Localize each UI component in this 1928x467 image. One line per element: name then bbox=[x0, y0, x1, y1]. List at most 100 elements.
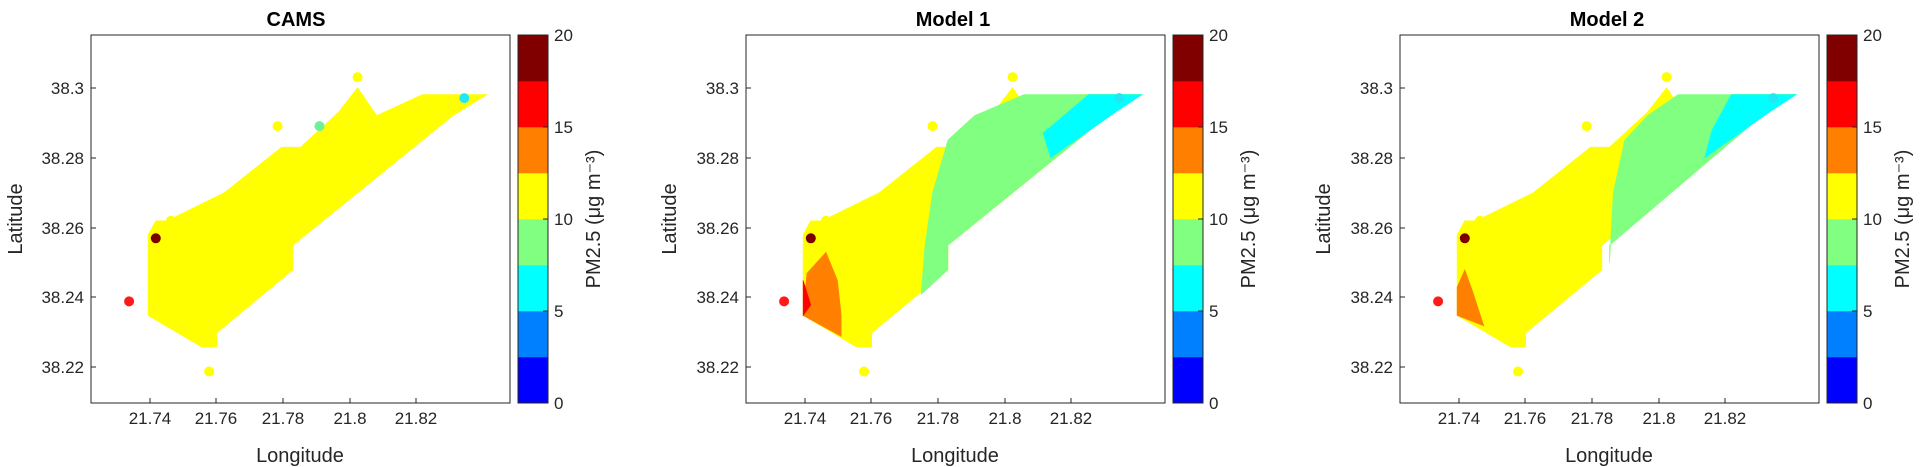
colorbar-segment bbox=[1173, 311, 1203, 358]
x-tick-label: 21.82 bbox=[1704, 409, 1747, 428]
colorbar-segment bbox=[1827, 173, 1857, 220]
y-tick-label: 38.3 bbox=[706, 79, 739, 98]
y-tick-label: 38.26 bbox=[41, 219, 84, 238]
panel-cams-x-ticks: 21.74 21.76 21.78 21.8 21.82 bbox=[129, 398, 438, 428]
colorbar-segment bbox=[1827, 127, 1857, 174]
colorbar-segment bbox=[1173, 35, 1203, 82]
station-marker bbox=[1433, 296, 1444, 307]
colorbar-segment bbox=[1827, 357, 1857, 404]
panel-cams-plot bbox=[124, 72, 489, 377]
colorbar-tick-label: 5 bbox=[1209, 302, 1218, 321]
panel-model1-plot bbox=[779, 72, 1144, 377]
y-tick-label: 38.22 bbox=[696, 358, 739, 377]
panel-model2-ylabel: Latitude bbox=[1313, 183, 1335, 254]
colorbar-tick-label: 15 bbox=[554, 118, 573, 137]
x-tick-label: 21.78 bbox=[917, 409, 960, 428]
colorbar-segment bbox=[1173, 357, 1203, 404]
contour-region bbox=[920, 94, 1144, 296]
colorbar-segment bbox=[1173, 173, 1203, 220]
x-tick-label: 21.78 bbox=[1571, 409, 1614, 428]
contour-region bbox=[1609, 94, 1798, 263]
colorbar-tick-label: 15 bbox=[1863, 118, 1882, 137]
station-marker bbox=[1007, 72, 1018, 83]
colorbar-segment bbox=[1827, 265, 1857, 312]
y-tick-label: 38.24 bbox=[1350, 288, 1393, 307]
panel-model2-stations bbox=[1433, 72, 1779, 377]
panel-cams-stations bbox=[124, 72, 470, 377]
station-marker bbox=[1475, 215, 1485, 226]
y-tick-label: 38.28 bbox=[1350, 149, 1393, 168]
colorbar-label: PM2.5 (μg m⁻³) bbox=[1238, 150, 1260, 289]
x-tick-label: 21.82 bbox=[1050, 409, 1093, 428]
station-marker bbox=[859, 366, 870, 377]
contour-region bbox=[1456, 268, 1485, 327]
colorbar-tick-label: 5 bbox=[1863, 302, 1872, 321]
station-marker bbox=[272, 121, 283, 132]
colorbar-tick-label: 0 bbox=[554, 394, 563, 413]
station-marker bbox=[1581, 121, 1592, 132]
panel-cams: CAMS 21.74 21.76 21.78 21.8 21.82 38.22 … bbox=[5, 9, 605, 467]
panel-model1-title: Model 1 bbox=[916, 9, 990, 31]
colorbar-segment bbox=[1827, 81, 1857, 128]
panel-model2-y-ticks: 38.22 38.24 38.26 38.28 38.3 bbox=[1350, 79, 1405, 377]
y-tick-label: 38.26 bbox=[696, 219, 739, 238]
x-tick-label: 21.8 bbox=[988, 409, 1021, 428]
colorbar-tick-label: 20 bbox=[1209, 26, 1228, 45]
colorbar-tick-label: 20 bbox=[554, 26, 573, 45]
colorbar-tick-label: 20 bbox=[1863, 26, 1882, 45]
x-tick-label: 21.82 bbox=[395, 409, 438, 428]
panel-model1-y-ticks: 38.22 38.24 38.26 38.28 38.3 bbox=[696, 79, 751, 377]
panel-model2-title: Model 2 bbox=[1570, 9, 1644, 31]
panel-cams-regions bbox=[147, 87, 489, 348]
y-tick-label: 38.24 bbox=[696, 288, 739, 307]
panel-cams-title: CAMS bbox=[267, 9, 326, 31]
panel-model1-stations bbox=[779, 72, 1125, 377]
panel-model1: Model 1 21.74 21.76 21.78 21.8 21.82 38.… bbox=[659, 9, 1260, 467]
colorbar-tick-label: 10 bbox=[554, 210, 573, 229]
station-marker bbox=[1661, 72, 1672, 83]
colorbar-segment bbox=[518, 265, 548, 312]
station-marker bbox=[150, 233, 161, 244]
colorbar-segment bbox=[518, 81, 548, 128]
panel-model2-regions bbox=[1456, 87, 1798, 348]
colorbar-tick-label: 5 bbox=[554, 302, 563, 321]
y-tick-label: 38.28 bbox=[41, 149, 84, 168]
colorbar-tick-label: 0 bbox=[1209, 394, 1218, 413]
x-tick-label: 21.76 bbox=[195, 409, 238, 428]
y-tick-label: 38.26 bbox=[1350, 219, 1393, 238]
station-marker bbox=[1513, 366, 1524, 377]
station-marker bbox=[779, 296, 790, 307]
panel-model1-regions bbox=[802, 87, 1144, 348]
panel-model1-axes-box bbox=[745, 34, 1166, 404]
panel-model1-x-ticks: 21.74 21.76 21.78 21.8 21.82 bbox=[784, 398, 1093, 428]
y-tick-label: 38.22 bbox=[1350, 358, 1393, 377]
contour-region bbox=[1042, 94, 1144, 159]
contour-region bbox=[802, 280, 812, 317]
station-marker bbox=[1768, 93, 1779, 104]
panel-model1-ylabel: Latitude bbox=[659, 183, 681, 254]
y-tick-label: 38.22 bbox=[41, 358, 84, 377]
panel-model2: Model 2 21.74 21.76 21.78 21.8 21.82 38.… bbox=[1313, 9, 1914, 467]
station-marker bbox=[124, 296, 135, 307]
colorbar-segment bbox=[518, 35, 548, 82]
x-tick-label: 21.78 bbox=[262, 409, 305, 428]
colorbar-segment bbox=[1173, 127, 1203, 174]
station-marker bbox=[821, 215, 831, 226]
station-marker bbox=[1459, 233, 1470, 244]
panel-cams-colorbar: 0 5 10 15 20 PM2.5 (μg m⁻³) bbox=[517, 26, 605, 413]
panel-cams-y-ticks: 38.22 38.24 38.26 38.28 38.3 bbox=[41, 79, 96, 377]
panel-cams-xlabel: Longitude bbox=[256, 445, 344, 467]
station-marker bbox=[166, 215, 176, 226]
x-tick-label: 21.8 bbox=[333, 409, 366, 428]
panel-model1-xlabel: Longitude bbox=[911, 445, 999, 467]
colorbar-segment bbox=[518, 127, 548, 174]
colorbar-tick-label: 10 bbox=[1209, 210, 1228, 229]
colorbar-tick-label: 0 bbox=[1863, 394, 1872, 413]
station-marker bbox=[314, 121, 325, 132]
colorbar-segment bbox=[1173, 265, 1203, 312]
panel-model1-colorbar: 0 5 10 15 20 PM2.5 (μg m⁻³) bbox=[1172, 26, 1260, 413]
contour-region bbox=[1704, 94, 1798, 159]
station-marker bbox=[204, 366, 215, 377]
x-tick-label: 21.74 bbox=[129, 409, 172, 428]
